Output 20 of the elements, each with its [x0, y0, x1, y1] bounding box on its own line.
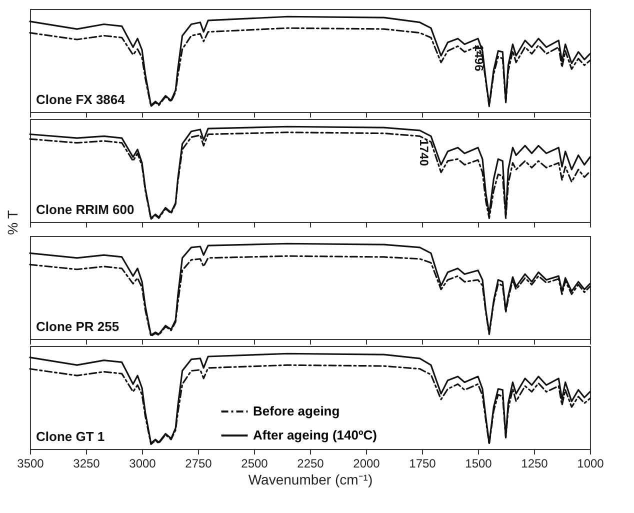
annotation: Clone PR 255 [36, 319, 120, 334]
legend-label: Before ageing [253, 404, 340, 418]
x-tick-label: 1250 [521, 456, 548, 470]
legend-label: After ageing (140ºC) [253, 428, 377, 442]
x-tick-label: 2250 [297, 456, 324, 470]
x-tick-label: 2500 [241, 456, 268, 470]
x-tick-label: 2750 [185, 456, 212, 470]
annotation: 1740 [417, 139, 432, 166]
x-tick-label: 1500 [465, 456, 492, 470]
x-tick-label: 1750 [409, 456, 436, 470]
x-axis-title: Wavenumber (cm⁻¹) [248, 472, 373, 488]
x-tick-label: 3000 [129, 456, 156, 470]
x-tick-label: 3500 [17, 456, 44, 470]
x-tick-label: 1000 [577, 456, 604, 470]
annotation: Clone GT 1 [36, 429, 105, 444]
x-tick-label: 2000 [353, 456, 380, 470]
annotation: Clone FX 3864 [36, 92, 126, 107]
x-tick-label: 3250 [73, 456, 100, 470]
y-axis-title: % T [4, 210, 20, 235]
annotation: Clone RRIM 600 [36, 202, 134, 217]
